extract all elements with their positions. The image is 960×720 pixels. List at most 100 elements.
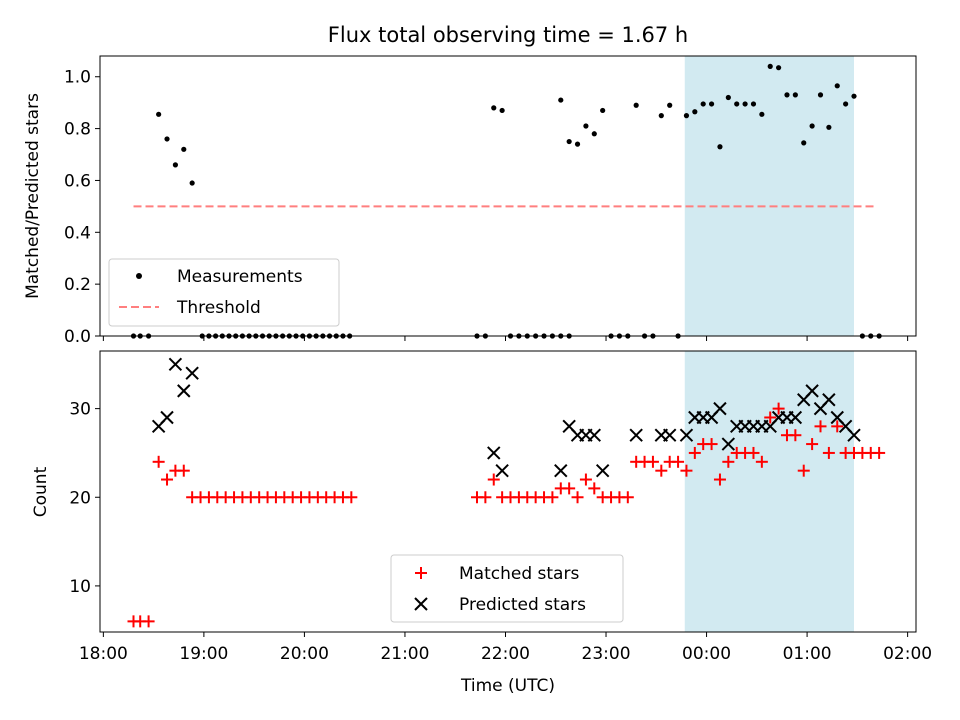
matched-stars-point: [579, 473, 592, 486]
matched-legend-label: Matched stars: [459, 564, 579, 584]
predicted-x-b: [160, 410, 174, 425]
measurement-point: [600, 107, 606, 114]
predicted-x-b: [838, 419, 853, 434]
count-legend: Matched stars Predicted stars: [390, 554, 624, 623]
measurement-point: [792, 92, 798, 98]
measurement-point: [784, 92, 790, 98]
measurement-point: [558, 97, 564, 103]
predicted-x-b: [847, 428, 861, 442]
y-tick-label: 0.0: [64, 327, 91, 347]
matched-stars-point: [487, 473, 500, 486]
matched-stars-point: [764, 411, 777, 424]
predicted-legend-marker: [414, 597, 428, 611]
measurement-point: [633, 102, 639, 108]
matched-stars-point: [831, 420, 844, 433]
measurement-point: [725, 94, 731, 101]
x-tick-label: 20:00: [280, 644, 329, 664]
observing-window-band: [684, 351, 855, 632]
measurement-point: [742, 101, 748, 107]
predicted-stars-point: [495, 463, 509, 478]
observing-window-band: [684, 56, 855, 336]
matched-stars-point: [479, 491, 492, 504]
matched-stars-point: [822, 446, 835, 459]
predicted-x-b: [185, 366, 199, 380]
ratio-plot-frame: [99, 55, 917, 337]
matched-stars-point: [563, 482, 576, 495]
x-tick-label: 02:00: [883, 644, 932, 664]
measurement-point: [156, 111, 162, 117]
count-plot-frame: [99, 350, 917, 633]
predicted-x-b: [629, 428, 643, 442]
y-tick-label: 10: [69, 577, 91, 597]
predicted-stars-point: [487, 446, 501, 460]
x-tick-label: 23:00: [582, 644, 631, 664]
predicted-stars-point: [822, 393, 836, 407]
threshold-legend-label: Threshold: [176, 298, 261, 318]
measurement-point: [499, 107, 505, 114]
matched-stars-point: [142, 615, 155, 628]
matched-stars-point: [755, 455, 768, 468]
matched-stars-point: [621, 491, 634, 504]
predicted-stars-point: [185, 366, 199, 380]
measurement-point: [834, 83, 840, 89]
matched-stars-point: [672, 455, 685, 468]
predicted-stars-point: [679, 428, 694, 442]
measurement-point: [583, 123, 589, 129]
measurement-point: [759, 111, 765, 117]
measurement-point: [683, 113, 690, 119]
measurements-legend-label: Measurements: [177, 267, 303, 287]
measurement-point: [767, 63, 773, 69]
matched-stars-point: [546, 491, 559, 504]
predicted-stars-point: [629, 428, 643, 442]
measurement-point: [809, 123, 815, 129]
predicted-x-b: [495, 463, 509, 478]
x-tick-label: 22:00: [481, 644, 530, 664]
predicted-stars-point: [721, 437, 736, 451]
chart-title: Flux total observing time = 1.67 h: [328, 23, 688, 47]
predicted-x-b: [662, 428, 677, 442]
measurement-point: [491, 105, 497, 111]
predicted-legend-label: Predicted stars: [459, 595, 586, 615]
x-tick-label: 18:00: [79, 644, 128, 664]
predicted-x-b: [177, 384, 191, 398]
matched-stars-point: [814, 420, 827, 433]
matched-stars-point: [713, 473, 726, 486]
measurement-point: [658, 113, 664, 119]
matched-stars-point: [345, 491, 358, 504]
matched-stars-point: [152, 455, 165, 468]
predicted-x-b: [595, 463, 610, 478]
x-tick-label: 00:00: [682, 644, 731, 664]
measurement-point: [700, 101, 706, 107]
matched-stars-point: [873, 446, 886, 459]
matched-stars-point: [177, 464, 190, 477]
predicted-stars-point: [168, 357, 183, 372]
measurement-point: [776, 65, 782, 71]
measurement-point: [164, 136, 170, 142]
y-tick-label: 1.0: [64, 68, 91, 88]
predicted-stars-point: [805, 384, 819, 398]
measurement-point: [692, 109, 698, 115]
count-legend-box: [390, 554, 624, 623]
predicted-x-b: [721, 437, 736, 451]
predicted-x-b: [822, 393, 836, 407]
matched-stars-point: [705, 438, 718, 451]
matched-stars-point: [680, 464, 693, 477]
measurement-point: [172, 162, 179, 168]
y-tick-label: 0.2: [64, 275, 91, 295]
x-tick-label: 01:00: [783, 644, 832, 664]
predicted-x-b: [554, 463, 568, 478]
measurement-point: [750, 101, 757, 107]
predicted-stars-point: [177, 384, 191, 398]
x-axis-label: Time (UTC): [460, 676, 555, 696]
predicted-x-b: [587, 428, 601, 442]
predicted-stars-point: [713, 401, 727, 416]
predicted-stars-point: [595, 463, 610, 478]
matched-stars-point: [789, 429, 802, 442]
measurement-point: [734, 101, 740, 107]
matched-legend-marker: [415, 567, 427, 579]
measurement-point: [667, 102, 673, 108]
x-tick-label: 19:00: [179, 644, 228, 664]
predicted-stars-point: [587, 428, 601, 442]
y-tick-label: 0.4: [64, 223, 91, 243]
measurement-point: [181, 146, 187, 152]
